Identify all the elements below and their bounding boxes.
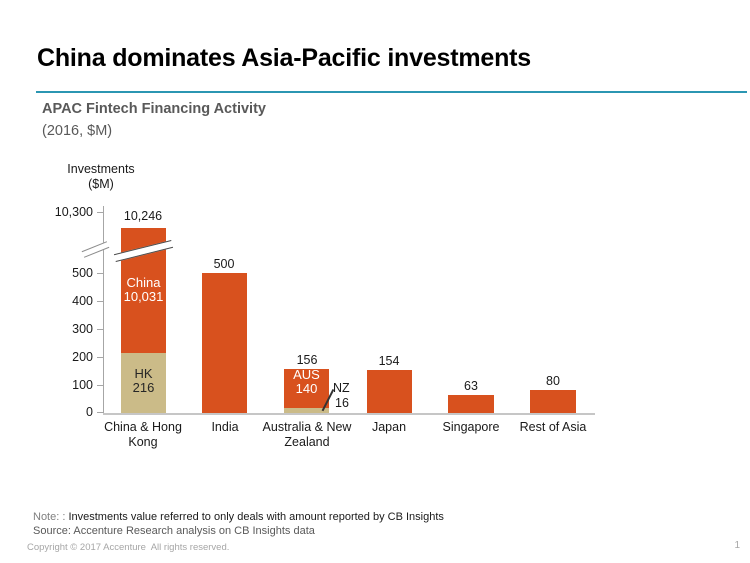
note-line: Note: : Investments value referred to on… bbox=[33, 511, 444, 523]
bar-aus-segment bbox=[284, 369, 329, 408]
y-axis bbox=[103, 206, 104, 413]
y-tick-label: 400 bbox=[72, 294, 93, 308]
segment-name: China bbox=[126, 275, 161, 290]
bar-total-label: 500 bbox=[213, 257, 235, 271]
y-tick bbox=[97, 357, 104, 358]
y-tick bbox=[97, 212, 104, 213]
bar-india bbox=[202, 273, 247, 413]
x-category-label: Japan bbox=[371, 420, 407, 434]
x-category-label: China & Hong Kong bbox=[104, 420, 182, 449]
bar-hk-segment bbox=[121, 353, 166, 413]
y-tick-label: 300 bbox=[72, 322, 93, 336]
page-title: China dominates Asia-Pacific investments bbox=[37, 44, 532, 72]
y-tick-label: 100 bbox=[72, 378, 93, 392]
bar-aus-inner-label: AUS 140 bbox=[284, 368, 329, 396]
y-tick-label: 10,300 bbox=[54, 205, 93, 219]
bar-total-label: 154 bbox=[378, 354, 400, 368]
bar-nz-segment bbox=[284, 408, 329, 413]
copyright-text: Copyright © 2017 Accenture All rights re… bbox=[27, 542, 230, 553]
segment-value: 10,031 bbox=[123, 289, 164, 304]
y-tick bbox=[97, 412, 104, 413]
bar-total-label: 156 bbox=[296, 353, 318, 367]
note-prefix: Note: : bbox=[33, 511, 66, 523]
bar-total-label: 63 bbox=[464, 379, 478, 393]
segment-value: 140 bbox=[295, 381, 318, 396]
nz-callout-value: 16 bbox=[335, 396, 349, 410]
y-axis-title: Investments ($M) bbox=[51, 162, 151, 192]
title-divider-rule bbox=[36, 91, 747, 93]
bar-total-label: 10,246 bbox=[123, 209, 163, 223]
note-body: Investments value referred to only deals… bbox=[65, 511, 444, 523]
x-category-label: Singapore bbox=[442, 420, 500, 434]
bar-japan bbox=[367, 370, 412, 413]
segment-name: AUS bbox=[293, 367, 320, 382]
bar-singapore bbox=[448, 395, 494, 413]
y-tick bbox=[97, 329, 104, 330]
source-line: Source: Accenture Research analysis on C… bbox=[33, 525, 315, 537]
chart-subtitle: (2016, $M) bbox=[42, 123, 113, 139]
segment-name: HK bbox=[134, 366, 153, 381]
bar-rest-of-asia bbox=[530, 390, 576, 413]
bar-total-label: 80 bbox=[546, 374, 560, 388]
segment-value: 216 bbox=[132, 380, 155, 395]
y-axis-title-line2: ($M) bbox=[88, 177, 114, 191]
y-axis-title-line1: Investments bbox=[67, 162, 135, 176]
y-tick-label: 200 bbox=[72, 350, 93, 364]
y-tick bbox=[97, 301, 104, 302]
chart-title: APAC Fintech Financing Activity bbox=[42, 101, 266, 117]
bar-hk-inner-label: HK 216 bbox=[121, 367, 166, 395]
nz-callout-name: NZ bbox=[333, 381, 350, 395]
x-axis bbox=[103, 413, 595, 415]
y-tick-label: 0 bbox=[86, 405, 93, 419]
y-tick-label: 500 bbox=[72, 266, 93, 280]
bar-china-inner-label: China 10,031 bbox=[121, 276, 166, 304]
y-tick bbox=[97, 385, 104, 386]
x-category-label: Australia & New Zealand bbox=[262, 420, 352, 449]
y-tick bbox=[97, 273, 104, 274]
y-axis-break-icon bbox=[81, 241, 110, 258]
x-category-label: Rest of Asia bbox=[519, 420, 587, 434]
x-category-label: India bbox=[211, 420, 239, 434]
page-number: 1 bbox=[734, 540, 740, 551]
